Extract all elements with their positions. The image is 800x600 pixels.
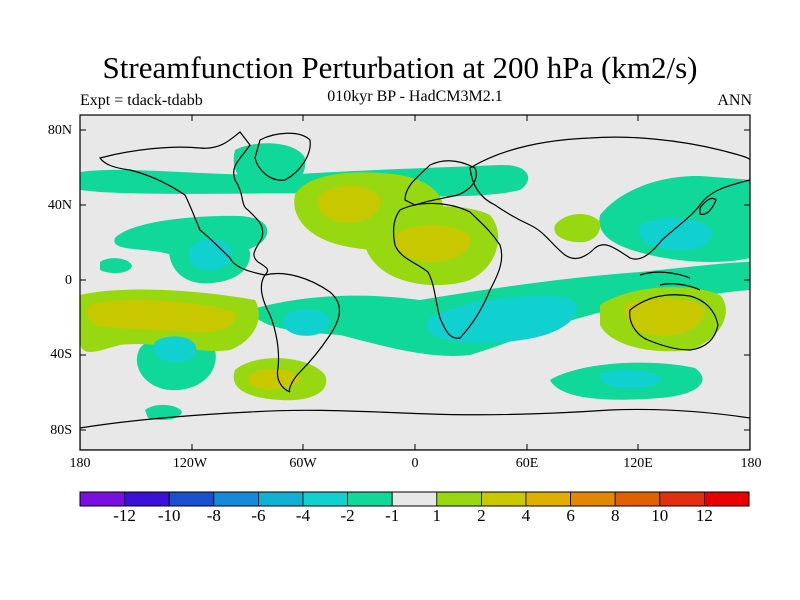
- colorbar-label: 1: [432, 506, 442, 525]
- colorbar-box: [213, 491, 259, 507]
- contour-patagonia-olive: [248, 368, 300, 390]
- coastline-south-america: [260, 272, 340, 393]
- colorbar-label: -6: [251, 506, 266, 525]
- colorbar-label: 12: [695, 506, 713, 525]
- season-label: ANN: [717, 92, 752, 109]
- contour-antarctic-small: [145, 404, 182, 420]
- colorbar-box: [302, 491, 348, 507]
- lat-label-80n: 80N: [47, 123, 72, 138]
- colorbar-label: 8: [610, 506, 620, 525]
- colorbar-label: 2: [477, 506, 486, 525]
- contour-atlantic-cyan: [283, 308, 330, 336]
- coastline-greenland: [254, 132, 311, 181]
- colorbar-box: [168, 491, 215, 507]
- coastline-australia: [629, 294, 719, 351]
- colorbar-box: [614, 491, 661, 507]
- coastline-antarctica: [80, 408, 750, 450]
- colorbar-label: 6: [566, 506, 575, 525]
- colorbar-label: -8: [206, 506, 221, 525]
- colorbar-label: -2: [340, 506, 355, 525]
- lon-label-0: 0: [411, 456, 419, 471]
- colorbar-box: [525, 491, 571, 507]
- lat-label-80s: 80S: [50, 423, 72, 438]
- contour-small-pacific: [100, 258, 132, 274]
- lat-label-40s: 40S: [50, 347, 72, 362]
- lon-label-180e: 180: [740, 456, 762, 471]
- coastline-indonesia: [639, 271, 701, 291]
- lon-label-60e: 60E: [515, 456, 539, 471]
- colorbar-box: [347, 491, 393, 507]
- colorbar-box: [124, 491, 170, 507]
- contour-australia-olive: [624, 298, 706, 336]
- contour-indian-cyan: [426, 296, 577, 343]
- chart-subtitle: 010kyr BP - HadCM3M2.1: [327, 88, 503, 105]
- colorbar-label: -4: [295, 506, 311, 525]
- colorbar-box: [257, 491, 304, 507]
- lon-label-60w: 60W: [289, 456, 317, 471]
- lon-label-180w: 180: [69, 456, 91, 471]
- colorbar-box: [480, 491, 527, 507]
- colorbar-box: [391, 491, 438, 507]
- colorbar-box: [704, 491, 750, 507]
- contour-west-pacific-cyan: [639, 218, 713, 251]
- colorbar-box: [659, 491, 705, 507]
- colorbar-box: [436, 491, 482, 507]
- colorbar-label: -10: [157, 506, 181, 525]
- lat-label-40n: 40N: [47, 198, 72, 213]
- contour-sahara-olive: [393, 225, 471, 262]
- axis-ticks: [79, 115, 751, 450]
- coastline-japan: [699, 197, 717, 215]
- coastline-africa: [393, 202, 503, 339]
- lon-label-120w: 120W: [172, 456, 208, 471]
- contour-south-pacific-cyan: [153, 336, 197, 363]
- coastline-north-america: [99, 131, 269, 276]
- colorbar-label: -12: [113, 506, 136, 525]
- contour-atlantic-olive: [318, 185, 381, 223]
- colorbar-label: 4: [521, 506, 531, 525]
- coastlines: [80, 131, 750, 450]
- colorbar: [79, 491, 750, 507]
- contour-greenland: [233, 143, 306, 193]
- coastline-asia: [469, 136, 750, 260]
- lat-label-0: 0: [65, 273, 72, 288]
- colorbar-frame: [79, 491, 750, 507]
- contour-southern-ocean-cyan: [599, 369, 662, 389]
- colorbar-label: -1: [385, 506, 400, 525]
- contour-field: [80, 143, 750, 420]
- contour-indian-lime: [554, 214, 601, 243]
- colorbar-box: [79, 491, 125, 507]
- colorbar-box: [570, 491, 616, 507]
- colorbar-label: 10: [651, 506, 669, 525]
- contour-pacific-olive: [86, 299, 236, 333]
- chart-title: Streamfunction Perturbation at 200 hPa (…: [102, 50, 698, 85]
- coastline-europe: [404, 160, 477, 206]
- lon-label-120e: 120E: [623, 456, 653, 471]
- contour-pacific-cyan: [188, 239, 233, 271]
- experiment-label: Expt = tdack-tdabb: [80, 92, 203, 109]
